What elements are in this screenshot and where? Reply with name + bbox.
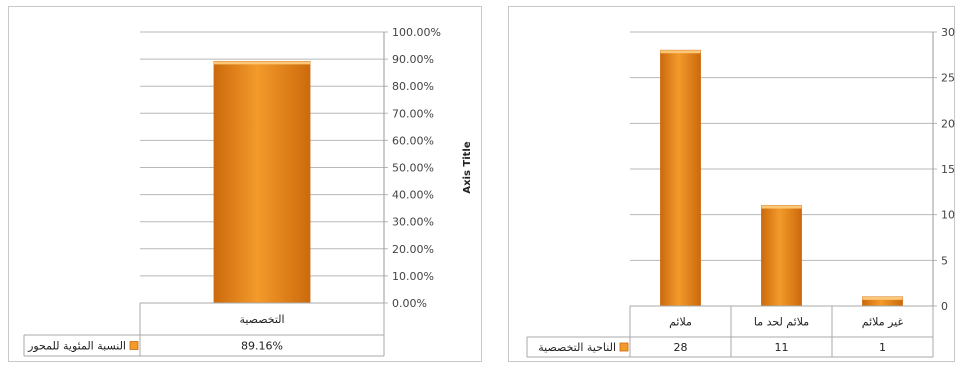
y-tick-label: 10 <box>941 209 955 222</box>
bar[interactable] <box>761 205 802 307</box>
category-label: ملائم <box>669 316 692 329</box>
chart-percentage-svg: 0.00% 10.00% 20.00% 30.00% 40.00% 50.00% 60.00… <box>23 26 473 357</box>
y-tick-label: 20.00% <box>392 243 434 256</box>
legend-series-name: الناحية التخصصية <box>538 341 616 354</box>
table-value-label: 1 <box>879 341 886 354</box>
y-tick-label: 30.00% <box>392 216 434 229</box>
y-tick-label: 70.00% <box>392 107 434 120</box>
legend-series-name: النسبة المئوية للمحور <box>27 340 126 353</box>
legend-swatch <box>619 342 629 352</box>
category-label: ملائم لحد ما <box>754 316 809 329</box>
chart-specialty-counts: 0 5 10 15 20 25 30 ملائم 28 ملائم لحد ما 11 غير ملا… <box>508 6 955 362</box>
y-tick-label: 15 <box>941 163 955 176</box>
bar[interactable] <box>660 49 701 307</box>
y-tick-label: 80.00% <box>392 80 434 93</box>
y-tick-label: 50.00% <box>392 162 434 175</box>
y-tick-label: 0 <box>941 300 948 313</box>
y-tick-label: 0.00% <box>392 297 427 310</box>
y-axis-title: Axis Title <box>462 141 473 194</box>
y-tick-label: 100.00% <box>392 26 441 39</box>
bar[interactable] <box>213 60 311 304</box>
bar-top-highlight <box>761 205 802 209</box>
bar-top-highlight <box>660 50 701 54</box>
y-tick-label: 60.00% <box>392 134 434 147</box>
category-label: التخصصية <box>239 313 284 326</box>
y-tick-label: 30 <box>941 26 955 39</box>
table-value-label: 11 <box>775 341 789 354</box>
bar-top-highlight <box>214 61 310 65</box>
legend-swatch <box>129 341 139 350</box>
y-tick-label: 40.00% <box>392 189 434 202</box>
table-value-label: 28 <box>674 341 688 354</box>
y-tick-label: 5 <box>941 254 948 267</box>
y-tick-label: 25 <box>941 72 955 85</box>
y-tick-label: 10.00% <box>392 270 434 283</box>
category-label: غير ملائم <box>862 316 904 329</box>
chart-specialty-svg: 0 5 10 15 20 25 30 ملائم 28 ملائم لحد ما 11 غير ملا… <box>526 26 955 358</box>
bar-top-highlight <box>862 296 903 300</box>
chart-percentage-axis: 0.00% 10.00% 20.00% 30.00% 40.00% 50.00% 60.00… <box>8 6 482 362</box>
y-tick-label: 20 <box>941 117 955 130</box>
y-tick-label: 90.00% <box>392 53 434 66</box>
table-value-label: 89.16% <box>241 340 283 353</box>
